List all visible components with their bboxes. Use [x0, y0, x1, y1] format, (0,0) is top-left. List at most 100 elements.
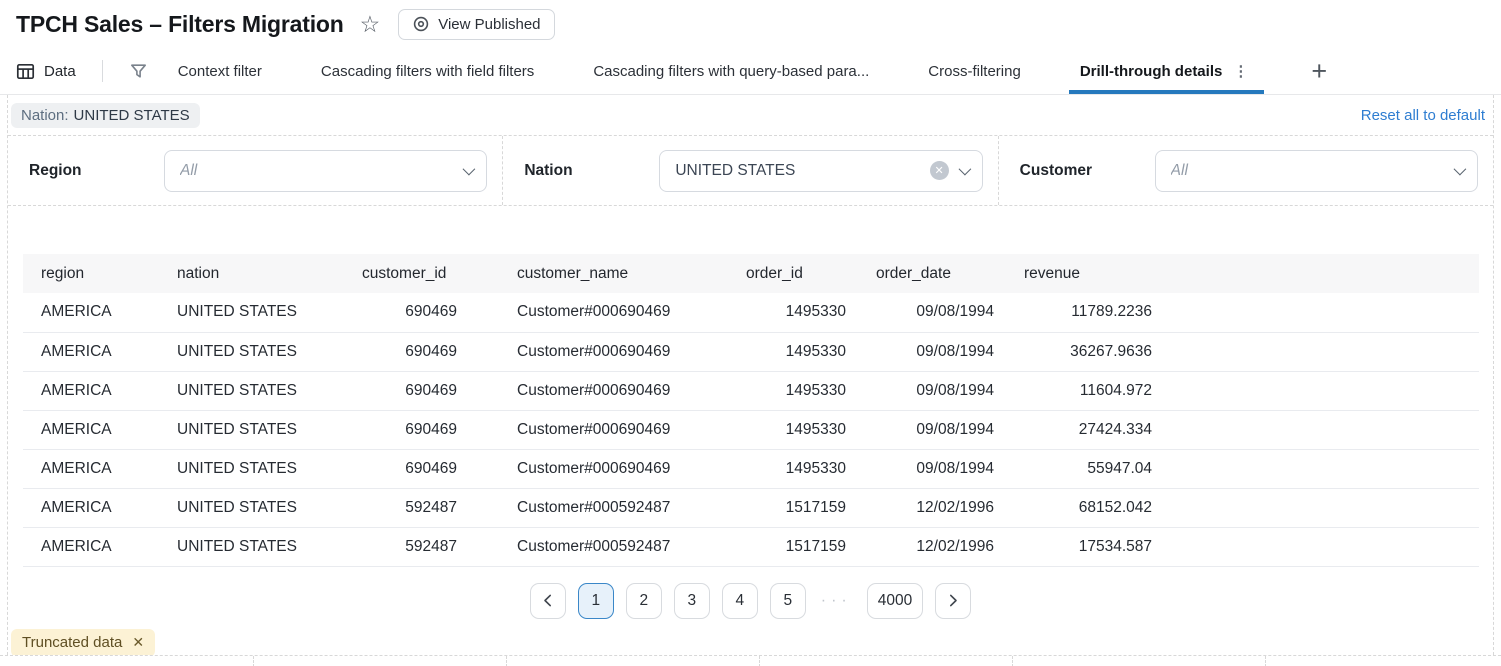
table-row: AMERICA UNITED STATES 690469 Customer#00069…: [23, 332, 1479, 372]
cell-filler: [1176, 332, 1479, 372]
pagination-prev-button[interactable]: [529, 582, 566, 619]
cell-order-date: 12/02/1996: [866, 527, 1016, 567]
filter-region: Region All: [8, 136, 504, 205]
cell-filler: [1176, 449, 1479, 489]
column-header-revenue[interactable]: revenue: [1016, 254, 1176, 293]
cell-order-date: 09/08/1994: [866, 371, 1016, 411]
filter-label: Region: [29, 161, 82, 179]
cell-customer-name: Customer#000690469: [481, 293, 736, 333]
cell-customer-id: 592487: [349, 527, 481, 567]
select-value: All: [1170, 161, 1188, 179]
close-icon[interactable]: ✕: [132, 633, 145, 650]
add-tab-plus-icon[interactable]: +: [1311, 55, 1328, 86]
table-row: AMERICA UNITED STATES 690469 Customer#00069…: [23, 293, 1479, 333]
dashboard-zone: Nation: UNITED STATES Reset all to defau…: [7, 95, 1494, 655]
clear-filter-icon[interactable]: ✕: [929, 161, 949, 180]
tab-data[interactable]: Data: [16, 62, 76, 81]
cell-revenue: 11604.972: [1016, 371, 1176, 411]
cell-nation: UNITED STATES: [161, 527, 349, 567]
tab-list: Context filter Cascading filters with fie…: [178, 48, 1308, 94]
results-panel: region nation customer_id customer_name orde…: [8, 206, 1493, 655]
tab-drill-through-details[interactable]: Drill-through details ⋮: [1068, 48, 1264, 94]
table-row: AMERICA UNITED STATES 592487 Customer#00059…: [23, 488, 1479, 528]
cell-customer-id: 690469: [349, 449, 481, 489]
applied-filters-bar: Nation: UNITED STATES Reset all to defau…: [8, 95, 1493, 136]
cell-nation: UNITED STATES: [161, 371, 349, 411]
cell-region: AMERICA: [23, 527, 161, 567]
filter-label: Customer: [1019, 161, 1093, 179]
view-published-button[interactable]: View Published: [398, 8, 555, 40]
chevron-down-icon: [1453, 162, 1467, 176]
cell-order-id: 1517159: [736, 527, 866, 567]
cell-order-id: 1495330: [736, 332, 866, 372]
grid-guidelines: [0, 655, 1501, 666]
cell-order-id: 1495330: [736, 449, 866, 489]
cell-region: AMERICA: [23, 488, 161, 528]
table-row: AMERICA UNITED STATES 690469 Customer#00069…: [23, 410, 1479, 450]
tab-data-label: Data: [44, 62, 76, 80]
pagination-page-2[interactable]: 2: [625, 582, 662, 619]
tab-cascading-filters-with-query-based-para[interactable]: Cascading filters with query-based para.…: [593, 48, 869, 94]
cell-nation: UNITED STATES: [161, 449, 349, 489]
cell-revenue: 11789.2236: [1016, 293, 1176, 333]
tab-cross-filtering[interactable]: Cross-filtering: [928, 48, 1021, 94]
filter-select-region[interactable]: All: [164, 149, 488, 192]
filter-label: Nation: [524, 161, 573, 179]
tab-cascading-filters-with-field-filters[interactable]: Cascading filters with field filters: [321, 48, 534, 94]
cell-revenue: 27424.334: [1016, 410, 1176, 450]
cell-region: AMERICA: [23, 293, 161, 333]
filter-select-nation[interactable]: UNITED STATES ✕: [659, 149, 983, 192]
pagination-next-button[interactable]: [935, 582, 972, 619]
cell-order-date: 09/08/1994: [866, 449, 1016, 489]
pagination-page-1[interactable]: 1: [577, 582, 614, 619]
cell-order-date: 09/08/1994: [866, 332, 1016, 372]
filter-customer: Customer All: [999, 136, 1493, 205]
chevron-down-icon: [958, 162, 971, 176]
filter-chip-nation[interactable]: Nation: UNITED STATES: [11, 102, 200, 128]
tabbar-divider: [101, 60, 103, 82]
cell-order-id: 1495330: [736, 293, 866, 333]
table-row: AMERICA UNITED STATES 690469 Customer#00069…: [23, 449, 1479, 489]
pagination-page-5[interactable]: 5: [769, 582, 806, 619]
tab-menu-kebab-icon[interactable]: ⋮: [1233, 63, 1249, 80]
favorite-star-icon[interactable]: ☆: [359, 10, 381, 37]
select-value: All: [180, 161, 198, 179]
cell-revenue: 55947.04: [1016, 449, 1176, 489]
column-header-nation[interactable]: nation: [161, 254, 349, 293]
tab-context-filter[interactable]: Context filter: [178, 48, 262, 94]
cell-customer-id: 592487: [349, 488, 481, 528]
filter-select-customer[interactable]: All: [1154, 149, 1478, 192]
cell-order-id: 1495330: [736, 371, 866, 411]
column-header-customer-name[interactable]: customer_name: [481, 254, 736, 293]
pagination-page-4[interactable]: 4: [721, 582, 758, 619]
cell-order-id: 1495330: [736, 410, 866, 450]
cell-customer-id: 690469: [349, 371, 481, 411]
tab-label: Cross-filtering: [928, 62, 1021, 80]
pagination-page-3[interactable]: 3: [673, 582, 710, 619]
pagination-last-page-button[interactable]: 4000: [866, 582, 924, 619]
select-value: UNITED STATES: [675, 161, 796, 179]
table-row: AMERICA UNITED STATES 690469 Customer#00069…: [23, 371, 1479, 411]
eye-icon: [412, 15, 430, 33]
column-header-customer-id[interactable]: customer_id: [349, 254, 481, 293]
grid-guideline: [1012, 656, 1013, 666]
grid-guideline: [253, 656, 254, 666]
cell-region: AMERICA: [23, 332, 161, 372]
chip-value: UNITED STATES: [73, 106, 190, 124]
column-header-order-date[interactable]: order_date: [866, 254, 1016, 293]
grid-guideline: [759, 656, 760, 666]
cell-region: AMERICA: [23, 410, 161, 450]
cell-customer-name: Customer#000690469: [481, 410, 736, 450]
column-header-order-id[interactable]: order_id: [736, 254, 866, 293]
cell-filler: [1176, 371, 1479, 411]
reset-all-link[interactable]: Reset all to default: [1360, 106, 1485, 124]
cell-nation: UNITED STATES: [161, 410, 349, 450]
cell-customer-id: 690469: [349, 410, 481, 450]
cell-customer-name: Customer#000690469: [481, 371, 736, 411]
cell-revenue: 68152.042: [1016, 488, 1176, 528]
filter-funnel-icon[interactable]: [129, 62, 148, 81]
tab-label: Drill-through details: [1079, 62, 1223, 80]
filters-row: Region All Nation UNITED STATES ✕ Customer All: [8, 136, 1493, 206]
column-header-region[interactable]: region: [23, 254, 161, 293]
